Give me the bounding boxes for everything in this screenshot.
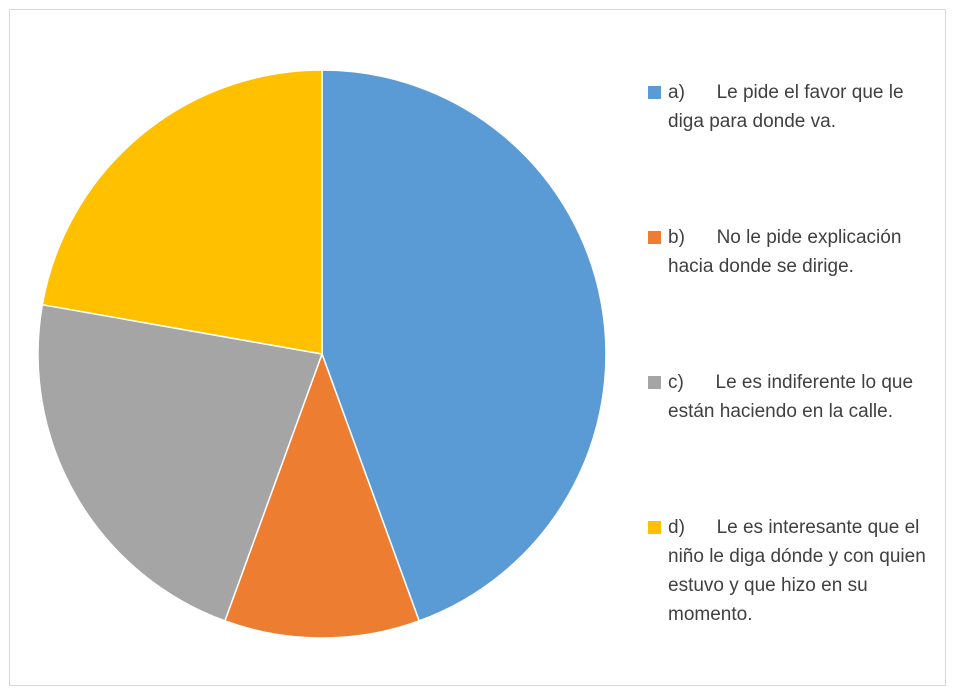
pie-slice	[321, 69, 607, 622]
legend-label: d) Le es interesante que el niño le diga…	[668, 517, 932, 625]
legend-entry: c) Le es indiferente lo que están hacien…	[648, 368, 943, 426]
pie-slice	[37, 303, 324, 622]
legend-swatch	[648, 521, 661, 534]
legend-label: a) Le pide el favor que le diga para don…	[668, 82, 909, 132]
legend-swatch	[648, 231, 661, 244]
legend-entry: a) Le pide el favor que le diga para don…	[648, 78, 943, 136]
legend-label: c) Le es indiferente lo que están hacien…	[668, 372, 919, 422]
legend-entry: d) Le es interesante que el niño le diga…	[648, 513, 943, 629]
legend-swatch	[648, 86, 661, 99]
legend-entry: b) No le pide explicación hacia donde se…	[648, 223, 943, 281]
legend-label: b) No le pide explicación hacia donde se…	[668, 227, 907, 277]
pie-slice	[41, 69, 323, 355]
legend-swatch	[648, 376, 661, 389]
pie-slice	[223, 351, 421, 639]
